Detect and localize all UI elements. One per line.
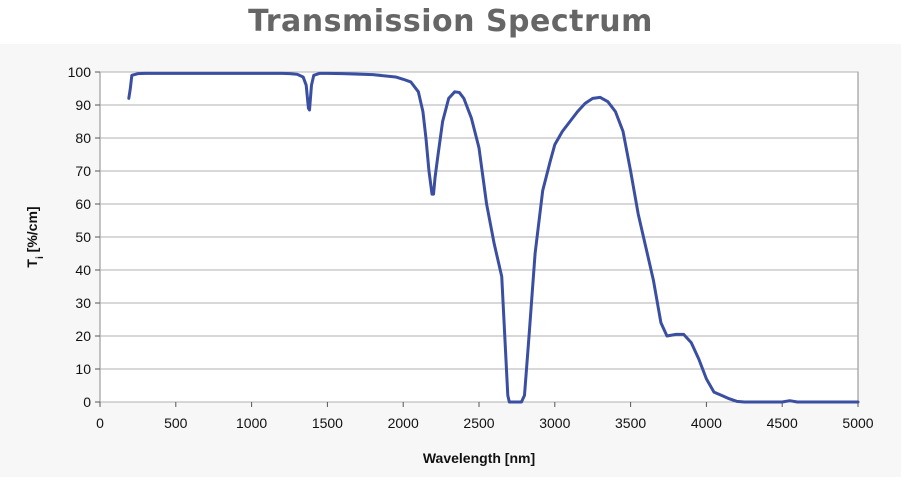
y-tick-label: 90 — [75, 97, 91, 113]
y-axis-label-main: T — [24, 259, 40, 268]
grid-lines — [100, 71, 858, 403]
y-axis-label: Ti [%/cm] — [24, 206, 46, 267]
transmission-line — [127, 71, 860, 404]
y-tick-label: 0 — [83, 394, 91, 410]
y-tick-label: 10 — [75, 361, 91, 377]
x-tick-label: 4000 — [691, 415, 722, 431]
y-tick-label: 20 — [75, 328, 91, 344]
x-tick-label: 0 — [96, 415, 104, 431]
y-tick-label: 80 — [75, 130, 91, 146]
y-tick-label: 60 — [75, 196, 91, 212]
x-tick-label: 1500 — [312, 415, 343, 431]
y-tick-label: 30 — [75, 295, 91, 311]
x-tick-label: 3000 — [539, 415, 570, 431]
y-tick-label: 70 — [75, 163, 91, 179]
x-axis-label: Wavelength [nm] — [423, 450, 535, 466]
x-tick-label: 5000 — [842, 415, 873, 431]
chart-title: Transmission Spectrum — [248, 4, 653, 39]
x-tick-label: 500 — [164, 415, 188, 431]
x-tick-label: 4500 — [767, 415, 798, 431]
y-tick-label: 40 — [75, 262, 91, 278]
y-axis-label-unit: [%/cm] — [24, 206, 40, 256]
x-tick-label: 2500 — [463, 415, 494, 431]
y-tick-label: 100 — [68, 64, 92, 80]
y-tick-label: 50 — [75, 229, 91, 245]
y-axis-label-subscript: i — [35, 256, 46, 259]
x-tick-label: 1000 — [236, 415, 267, 431]
x-tick-label: 2000 — [388, 415, 419, 431]
series-group — [127, 71, 860, 404]
x-tick-label: 3500 — [615, 415, 646, 431]
